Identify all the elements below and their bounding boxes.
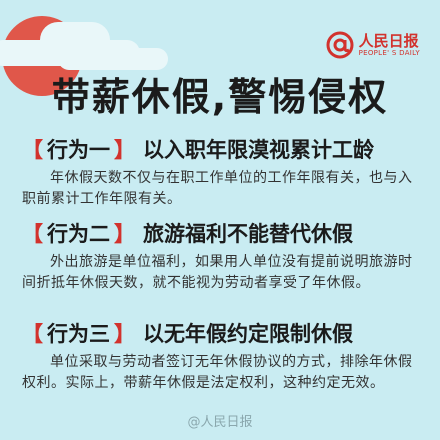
section-paragraph: 单位采取与劳动者签订无年休假协议的方式，排除年休假权利。实际上，带薪年休假是法定… <box>22 354 413 391</box>
watermark: @人民日报 <box>187 415 253 430</box>
bracket-right: 】 <box>114 322 135 346</box>
bracket-left: 【 <box>22 222 43 246</box>
section-behavior-2: 【 行为二 】 旅游福利不能替代休假 外出旅游是单位福利，如果用人单位没有提前说… <box>22 218 418 294</box>
section-behavior-1: 【 行为一 】 以入职年限漠视累计工龄 年休假天数不仅与在职工作单位的工作年限有… <box>22 134 418 210</box>
section-body: 单位采取与劳动者签订无年休假协议的方式，排除年休假权利。实际上，带薪年休假是法定… <box>22 352 418 394</box>
section-heading-text: 旅游福利不能替代休假 <box>143 222 353 246</box>
bracket-right: 】 <box>114 222 135 246</box>
section-heading: 【 行为二 】 旅游福利不能替代休假 <box>22 218 418 248</box>
at-sign-logo-icon <box>326 31 354 59</box>
bracket-right: 】 <box>114 138 135 162</box>
bracket-left: 【 <box>22 322 43 346</box>
bracket-left: 【 <box>22 138 43 162</box>
section-body: 外出旅游是单位福利，如果用人单位没有提前说明旅游时间折抵年休假天数，就不能视为劳… <box>22 252 418 294</box>
section-paragraph: 年休假天数不仅与在职工作单位的工作年限有关，也与入职前累计工作年限有关。 <box>22 170 413 207</box>
page-title: 带薪休假,警惕侵权 <box>51 75 389 119</box>
cloud-decoration <box>58 48 168 70</box>
section-tag: 行为一 <box>47 138 110 162</box>
section-behavior-3: 【 行为三 】 以无年假约定限制休假 单位采取与劳动者签订无年休假协议的方式，排… <box>22 318 418 394</box>
section-tag: 行为二 <box>47 222 110 246</box>
section-heading: 【 行为三 】 以无年假约定限制休假 <box>22 318 418 348</box>
peoples-daily-logo: 人民日报 PEOPLE' S DAILY <box>325 30 420 60</box>
logo-english: PEOPLE' S DAILY <box>358 48 420 57</box>
section-paragraph: 外出旅游是单位福利，如果用人单位没有提前说明旅游时间折抵年休假天数，就不能视为劳… <box>22 254 413 291</box>
section-heading-text: 以无年假约定限制休假 <box>143 322 353 346</box>
section-heading-text: 以入职年限漠视累计工龄 <box>143 138 374 162</box>
section-tag: 行为三 <box>47 322 110 346</box>
section-body: 年休假天数不仅与在职工作单位的工作年限有关，也与入职前累计工作年限有关。 <box>22 168 418 210</box>
logo-name: 人民日报 <box>358 31 419 50</box>
section-heading: 【 行为一 】 以入职年限漠视累计工龄 <box>22 134 418 164</box>
